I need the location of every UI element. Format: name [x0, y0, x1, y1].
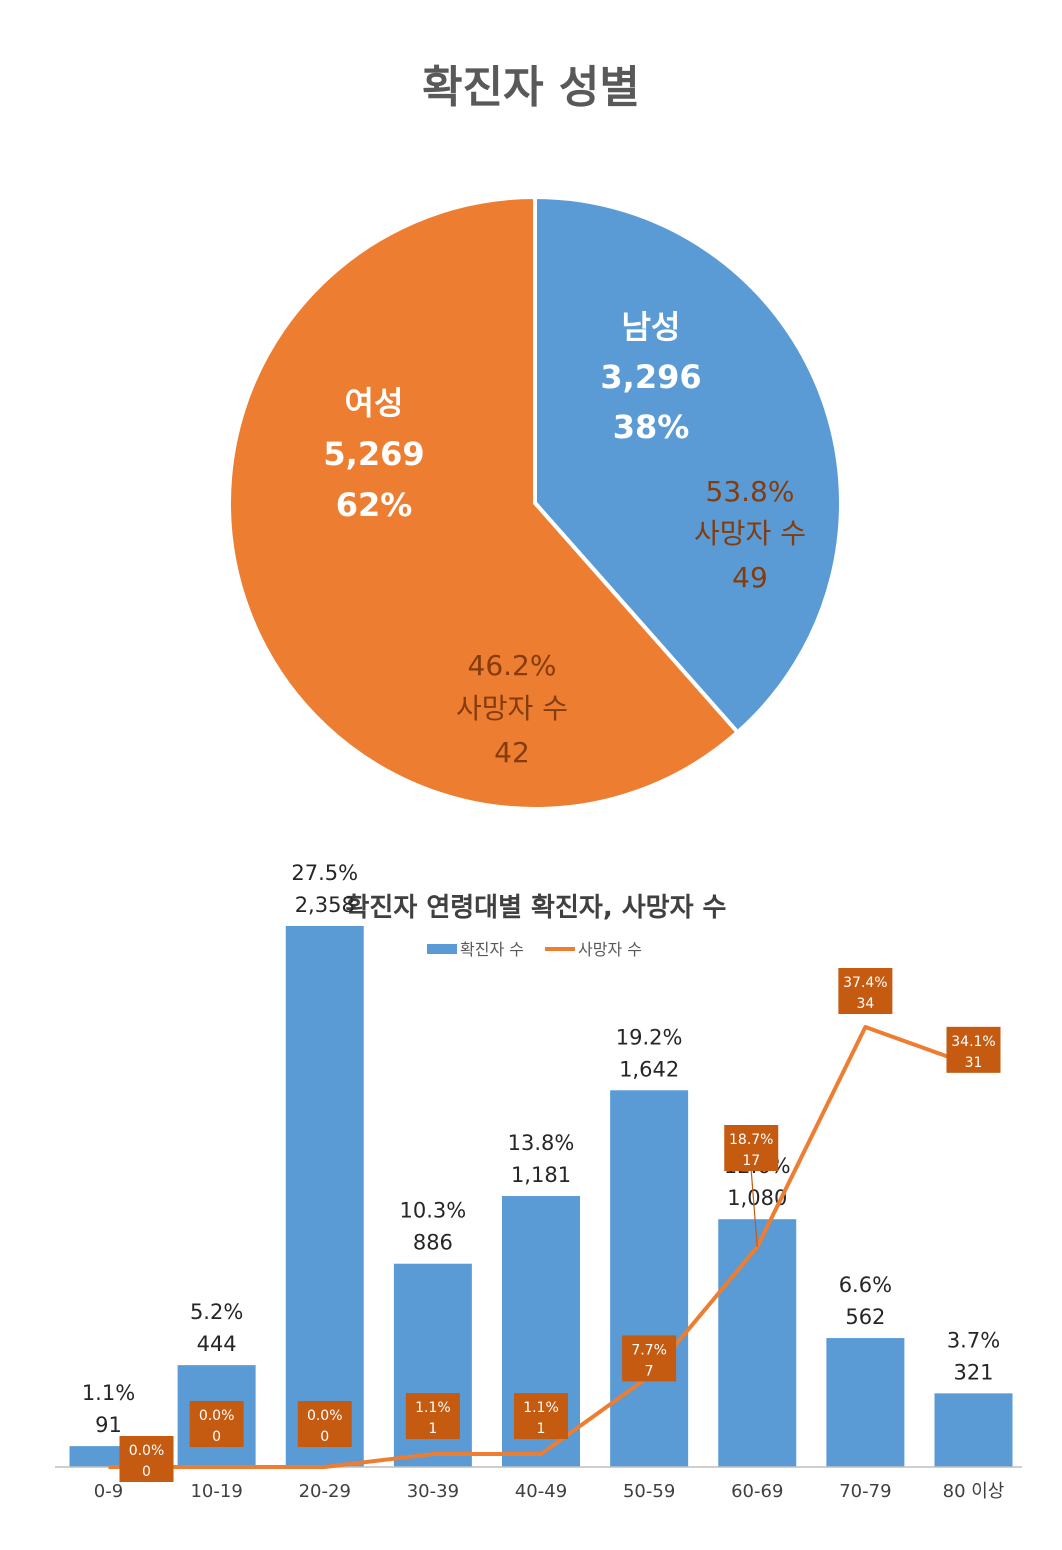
death-percent-label: 0.0% [129, 1443, 165, 1459]
bar-percent-label: 3.7% [947, 1328, 1000, 1352]
death-percent-label: 0.0% [199, 1408, 235, 1424]
legend-deaths-label: 사망자 수 [578, 940, 642, 959]
bar-percent-label: 27.5% [291, 861, 358, 885]
bar-80 이상 [934, 1393, 1013, 1467]
legend-bar-swatch [427, 944, 457, 954]
legend-confirmed-label: 확진자 수 [460, 940, 524, 959]
x-tick-label: 70-79 [839, 1481, 891, 1502]
death-count-label: 1 [537, 1421, 546, 1437]
bar-count-label: 886 [413, 1231, 453, 1255]
male-death-count-label: 49 [732, 561, 768, 594]
female-death-share-label: 46.2% [468, 649, 557, 682]
x-tick-label: 0-9 [94, 1481, 123, 1502]
pie-slices [227, 194, 843, 811]
death-label-leader [750, 1170, 758, 1248]
death-percent-label: 0.0% [307, 1408, 343, 1424]
death-count-label: 17 [742, 1153, 760, 1169]
bar-20-29 [285, 926, 364, 1467]
bar-50-59 [610, 1090, 689, 1467]
death-count-label: 1 [428, 1421, 437, 1437]
bar-chart-title: 확진자 연령대별 확진자, 사망자 수 [346, 893, 727, 923]
death-percent-label: 37.4% [843, 975, 887, 991]
x-tick-label: 40-49 [515, 1481, 567, 1502]
female-death-text-label: 사망자 수 [456, 692, 568, 725]
bar-count-label: 444 [197, 1332, 237, 1356]
deaths-line-series [108, 1025, 975, 1469]
x-tick-label: 30-39 [407, 1481, 459, 1502]
x-tick-label: 60-69 [731, 1481, 783, 1502]
male-death-share-label: 53.8% [706, 475, 795, 508]
bar-70-79 [826, 1338, 905, 1467]
confirmed-bars [69, 926, 1013, 1467]
bar-count-label: 562 [845, 1305, 885, 1329]
death-count-label: 0 [320, 1429, 329, 1445]
death-label-box [297, 1401, 352, 1447]
bar-count-label: 2,358 [295, 893, 355, 917]
female-name-label: 여성 [345, 384, 404, 422]
x-tick-label: 50-59 [623, 1481, 675, 1502]
bar-percent-label: 1.1% [82, 1381, 135, 1405]
death-percent-label: 7.7% [631, 1342, 667, 1358]
bar-count-label: 1,181 [511, 1163, 571, 1187]
death-label-box [405, 1393, 460, 1440]
death-count-label: 34 [856, 996, 874, 1012]
male-count-label: 3,296 [600, 358, 701, 396]
death-count-label: 0 [212, 1429, 221, 1445]
male-percent-label: 38% [613, 408, 690, 446]
death-count-label: 31 [965, 1055, 983, 1071]
bar-count-label: 321 [953, 1360, 993, 1384]
pie-slice-female [227, 194, 741, 811]
death-label-box [622, 1335, 677, 1382]
bar-60-69 [718, 1219, 797, 1467]
gender-pie-chart: 확진자 성별 남성 3,296 38% 53.8% 사망자 수 49 여성 5,… [227, 62, 843, 811]
legend: 확진자 수 사망자 수 [427, 940, 642, 959]
death-count-label: 7 [645, 1363, 654, 1379]
x-axis-tick-labels: 0-9 10-19 20-29 30-39 40-49 50-59 60-69 70-79 80… [94, 1481, 1005, 1502]
female-death-count-label: 42 [494, 736, 530, 769]
death-label-box [724, 1125, 779, 1171]
death-label-box [838, 968, 893, 1014]
death-percent-label: 18.7% [729, 1132, 773, 1148]
male-death-text-label: 사망자 수 [694, 517, 806, 550]
confirmed-bar-labels: 1.1% 91 5.2% 444 27.5% 2,358 10.3% 886 13.8% 1,18… [82, 861, 1000, 1437]
death-label-box [514, 1393, 568, 1440]
deaths-data-labels: 0.0% 0 0.0% 0 0.0% 0 1.1% 1 1.1% 1 7.7% 7 18.7% 17 37.… [119, 968, 1001, 1482]
bar-count-label: 1,642 [619, 1057, 679, 1081]
bar-percent-label: 10.3% [400, 1199, 467, 1223]
bar-percent-label: 13.8% [508, 1131, 575, 1155]
x-tick-label: 10-19 [190, 1481, 242, 1502]
bar-percent-label: 6.6% [839, 1273, 892, 1297]
death-percent-label: 1.1% [415, 1400, 451, 1416]
death-label-box [119, 1436, 174, 1482]
x-tick-label: 80 이상 [943, 1481, 1005, 1502]
death-percent-label: 34.1% [951, 1034, 995, 1050]
death-label-box [189, 1401, 244, 1447]
male-name-label: 남성 [622, 308, 681, 346]
bar-percent-label: 5.2% [190, 1300, 243, 1324]
bar-count-label: 91 [95, 1413, 122, 1437]
female-percent-label: 62% [336, 486, 413, 524]
female-count-label: 5,269 [323, 435, 424, 473]
age-bar-line-chart: 확진자 연령대별 확진자, 사망자 수 확진자 수 사망자 수 1.1% 91 5.… [55, 861, 1022, 1502]
death-label-box [946, 1026, 1001, 1073]
x-tick-label: 20-29 [299, 1481, 351, 1502]
pie-slice-male [533, 194, 843, 736]
bar-percent-label: 19.2% [616, 1025, 683, 1049]
pie-chart-title: 확진자 성별 [422, 62, 640, 113]
death-percent-label: 1.1% [523, 1400, 559, 1416]
deaths-line [108, 1025, 975, 1469]
death-count-label: 0 [142, 1464, 151, 1480]
